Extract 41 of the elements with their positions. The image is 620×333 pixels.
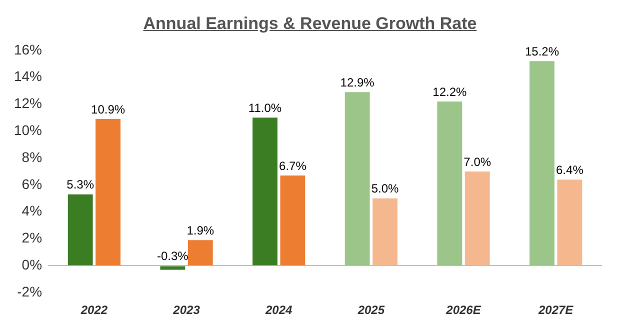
data-label: 12.9%	[340, 75, 375, 90]
data-label: 5.3%	[66, 178, 94, 192]
bar	[557, 180, 582, 266]
data-label: 6.7%	[279, 158, 307, 173]
bar	[344, 92, 370, 266]
bar	[96, 119, 120, 266]
y-tick-label: 8%	[22, 148, 42, 165]
data-label: 10.9%	[91, 102, 126, 116]
x-tick-label: 2022	[80, 303, 108, 318]
data-label: 6.4%	[556, 162, 584, 177]
bar	[68, 194, 93, 266]
bar	[437, 102, 462, 266]
y-tick-label: 12%	[14, 95, 42, 112]
data-label: 7.0%	[464, 154, 492, 169]
y-tick-label: 14%	[14, 68, 42, 84]
y-tick-label: 6%	[22, 176, 42, 192]
bar	[160, 266, 186, 270]
data-label: 1.9%	[186, 223, 214, 238]
bar	[372, 198, 398, 266]
bar	[188, 240, 213, 266]
data-label: 12.2%	[432, 84, 467, 99]
x-tick-label: 2027E	[537, 303, 574, 318]
y-tick-label: 2%	[22, 230, 42, 246]
bar	[252, 118, 278, 266]
x-tick-label: 2023	[172, 303, 200, 318]
x-tick-label: 2026E	[445, 303, 482, 318]
x-tick-label: 2024	[264, 303, 293, 318]
bar	[280, 176, 306, 266]
y-tick-label: 0%	[22, 256, 42, 273]
data-label: 5.0%	[371, 182, 400, 196]
y-tick-label: -2%	[17, 283, 42, 300]
data-label: 15.2%	[524, 44, 560, 58]
x-tick-label: 2025	[356, 303, 385, 318]
data-label: 11.0%	[248, 100, 282, 115]
y-tick-label: 16%	[14, 41, 42, 58]
y-tick-label: 4%	[22, 202, 42, 219]
chart-title: Annual Earnings & Revenue Growth Rate	[142, 13, 478, 35]
bar	[464, 172, 490, 266]
y-tick-label: 10%	[14, 122, 42, 138]
bar	[530, 61, 554, 266]
data-label: -0.3%	[156, 249, 189, 263]
